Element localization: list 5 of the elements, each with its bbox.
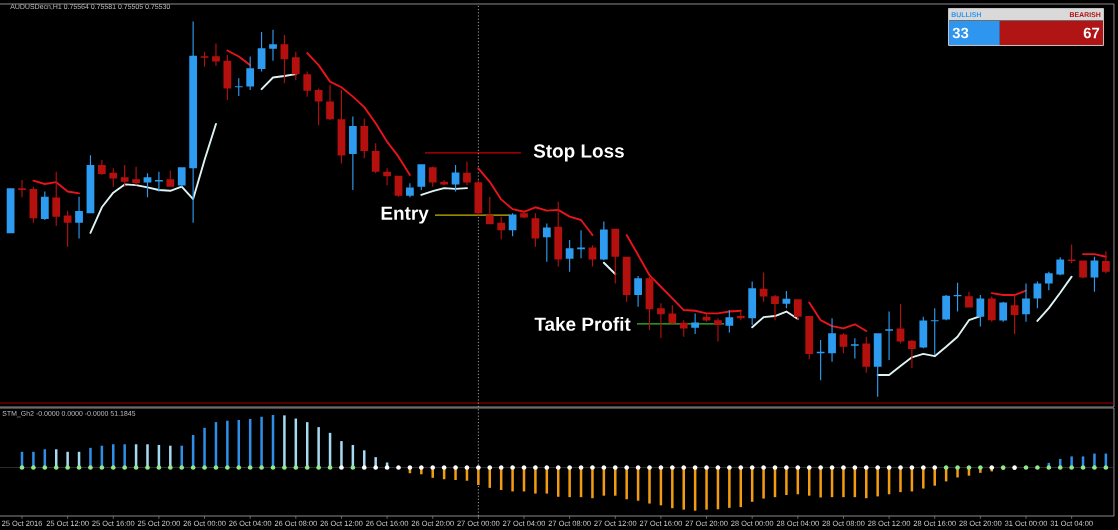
ref-line-label: Take Profit [534, 316, 631, 331]
data-label: 33 [952, 27, 969, 39]
ref-line-label: Entry [381, 206, 429, 224]
ref-line-label: Stop Loss [533, 144, 624, 162]
data-label: 67 [1083, 27, 1100, 39]
